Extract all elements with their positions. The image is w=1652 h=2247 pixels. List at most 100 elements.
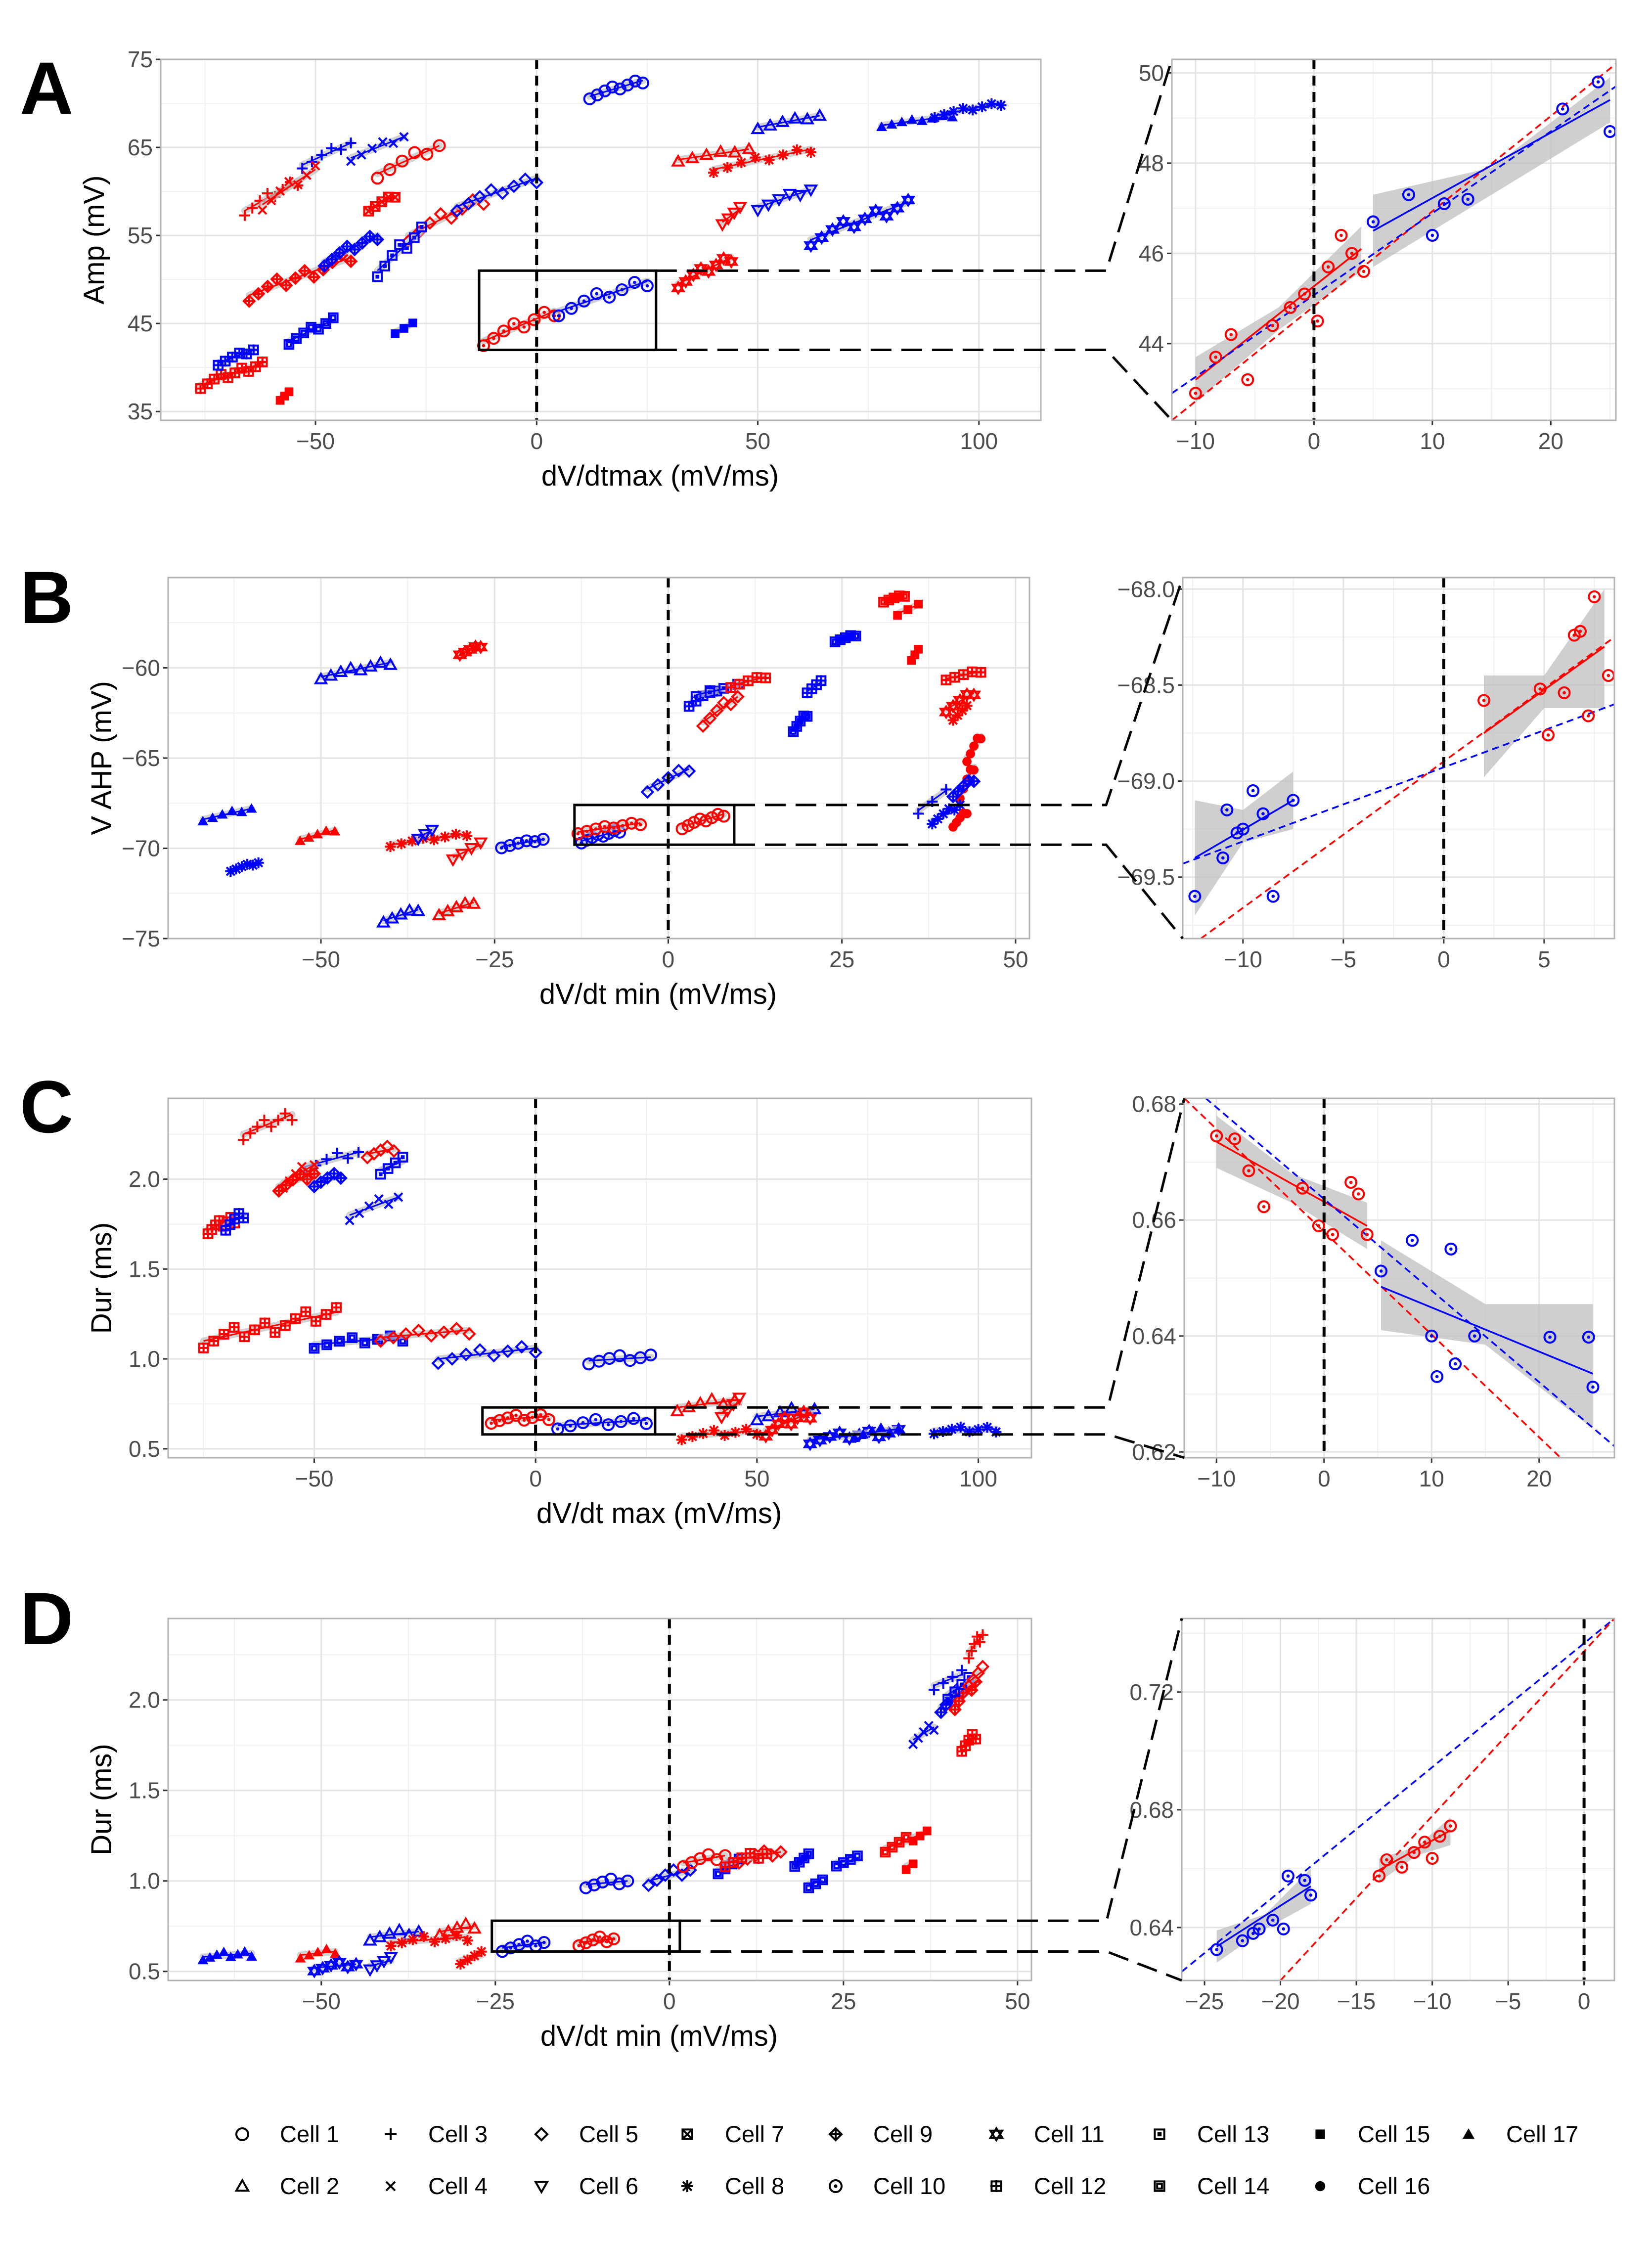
legend-label-cell-5: Cell 5 (579, 2121, 638, 2147)
data-point (1357, 265, 1370, 278)
data-point-cell-2 (763, 118, 778, 131)
data-point-cell-3 (345, 137, 357, 149)
data-point (1449, 1357, 1462, 1371)
data-point-cell-10 (528, 835, 541, 848)
data-point-cell-2 (751, 121, 765, 135)
data-point-cell-8 (947, 715, 959, 726)
data-point-cell-10 (557, 314, 561, 317)
data-point-cell-17 (875, 1422, 887, 1432)
data-point-cell-16 (969, 765, 979, 775)
data-point (1247, 1169, 1250, 1172)
legend-label-cell-15: Cell 15 (1358, 2121, 1430, 2147)
data-point-cell-6 (384, 1952, 399, 1965)
data-point-cell-2 (750, 1412, 764, 1426)
data-point-cell-10 (497, 1419, 501, 1423)
data-point-cell-8 (396, 1937, 407, 1948)
plot-area (1182, 1618, 1614, 1980)
data-point-cell-2 (411, 903, 426, 916)
data-point (1322, 260, 1335, 273)
data-point-cell-3 (977, 1629, 988, 1640)
plot-area (195, 59, 1007, 420)
plot-frame (160, 58, 1042, 421)
data-point-cell-8 (476, 1946, 487, 1957)
data-point-cell-5 (651, 778, 665, 792)
data-point-cell-4 (388, 138, 399, 148)
data-point-cell-17 (236, 807, 247, 816)
data-point-cell-14 (347, 1332, 358, 1343)
data-point (1429, 1334, 1433, 1338)
data-point-cell-1 (596, 1875, 609, 1888)
data-point-cell-13 (394, 239, 405, 250)
data-point (1373, 1869, 1386, 1883)
data-point-cell-13 (416, 222, 427, 232)
data-point-cell-8 (708, 167, 719, 178)
data-point-cell-9 (332, 246, 347, 260)
data-point-cell-3 (947, 1671, 958, 1682)
data-point-cell-13 (379, 261, 390, 271)
data-point-cell-8 (687, 1431, 698, 1442)
data-point-cell-4 (345, 1215, 355, 1225)
data-point (1300, 1186, 1304, 1190)
data-point-cell-2 (343, 661, 358, 674)
data-point-cell-2 (458, 1916, 473, 1930)
data-point-cell-13 (387, 250, 398, 261)
x-tick-label: 20 (1538, 428, 1563, 454)
data-point-cell-10 (607, 295, 611, 299)
data-point-cell-9 (370, 232, 385, 247)
data-point-cell-10 (621, 824, 625, 827)
data-point-cell-12 (970, 1733, 982, 1745)
data-point-cell-11 (967, 687, 982, 703)
data-point-cell-8 (722, 162, 733, 173)
data-point-cell-13 (398, 243, 402, 247)
data-point-cell-12 (238, 1213, 249, 1224)
data-point-cell-2 (699, 147, 714, 160)
legend-label-cell-13: Cell 13 (1197, 2121, 1269, 2147)
data-point (1563, 691, 1566, 695)
legend-symbol-cell-13 (1154, 2128, 1165, 2140)
data-point-cell-17 (225, 1951, 236, 1961)
data-point-cell-13 (390, 1157, 401, 1168)
data-point (1352, 1187, 1365, 1201)
cluster-fit-line (243, 1114, 293, 1135)
data-point-cell-8 (943, 803, 955, 814)
data-point-cell-5 (507, 179, 521, 193)
data-point-cell-15 (903, 605, 912, 614)
cluster-fit-line (557, 1419, 647, 1427)
legend-label-cell-7: Cell 7 (725, 2121, 784, 2147)
data-point-cell-10 (517, 320, 531, 334)
data-point (1362, 270, 1366, 273)
data-point (1533, 682, 1547, 696)
data-point (1444, 1242, 1458, 1256)
data-point-cell-10 (577, 1416, 590, 1430)
data-point-cell-10 (569, 1424, 572, 1428)
panel-letter-a: A (20, 46, 73, 130)
data-point-cell-8 (957, 103, 969, 114)
data-point-cell-8 (230, 863, 242, 875)
legend-symbol-cell-1 (235, 2127, 249, 2141)
data-point (1573, 625, 1587, 638)
y-tick-label: 1.0 (129, 1868, 160, 1894)
data-point-cell-13 (393, 1161, 398, 1165)
data-point-cell-11 (804, 238, 818, 253)
data-point-cell-11 (901, 192, 916, 208)
data-point-cell-8 (450, 828, 462, 840)
data-point (1271, 1918, 1275, 1922)
data-point-cell-13 (953, 1690, 957, 1694)
data-point-cell-1 (636, 76, 649, 90)
legend-label-cell-10: Cell 10 (873, 2173, 945, 2199)
legend-label-cell-11: Cell 11 (1034, 2121, 1105, 2147)
data-point-cell-1 (383, 163, 397, 177)
plot-frame (1181, 1618, 1615, 1981)
data-point-cell-17 (211, 1949, 223, 1959)
data-point-cell-10 (500, 846, 503, 850)
data-point (1542, 728, 1555, 742)
data-point (1282, 1927, 1286, 1931)
data-point-cell-8 (964, 1426, 975, 1438)
data-point (1228, 1132, 1242, 1146)
data-point (1303, 1879, 1306, 1882)
data-point (1210, 1943, 1223, 1956)
data-point (1608, 130, 1612, 134)
y-tick-label: −69.0 (1117, 768, 1175, 794)
data-point-cell-12 (300, 1306, 312, 1317)
zoom-box (481, 1406, 657, 1436)
